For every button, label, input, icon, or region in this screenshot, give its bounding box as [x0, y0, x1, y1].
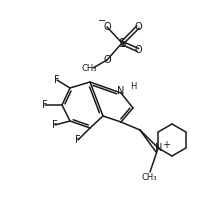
- Text: CH₃: CH₃: [141, 172, 157, 182]
- Text: F: F: [52, 120, 58, 130]
- Text: O: O: [134, 22, 142, 32]
- Text: F: F: [54, 75, 60, 85]
- Text: N: N: [155, 143, 163, 153]
- Text: H: H: [130, 81, 136, 90]
- Text: O: O: [134, 45, 142, 55]
- Text: CH₃: CH₃: [81, 64, 97, 73]
- Text: F: F: [75, 135, 81, 145]
- Text: N: N: [117, 86, 125, 96]
- Text: O: O: [103, 22, 111, 32]
- Text: −: −: [98, 16, 106, 26]
- Text: F: F: [42, 100, 48, 110]
- Text: O: O: [103, 55, 111, 65]
- Text: +: +: [162, 140, 170, 150]
- Text: S: S: [118, 37, 126, 50]
